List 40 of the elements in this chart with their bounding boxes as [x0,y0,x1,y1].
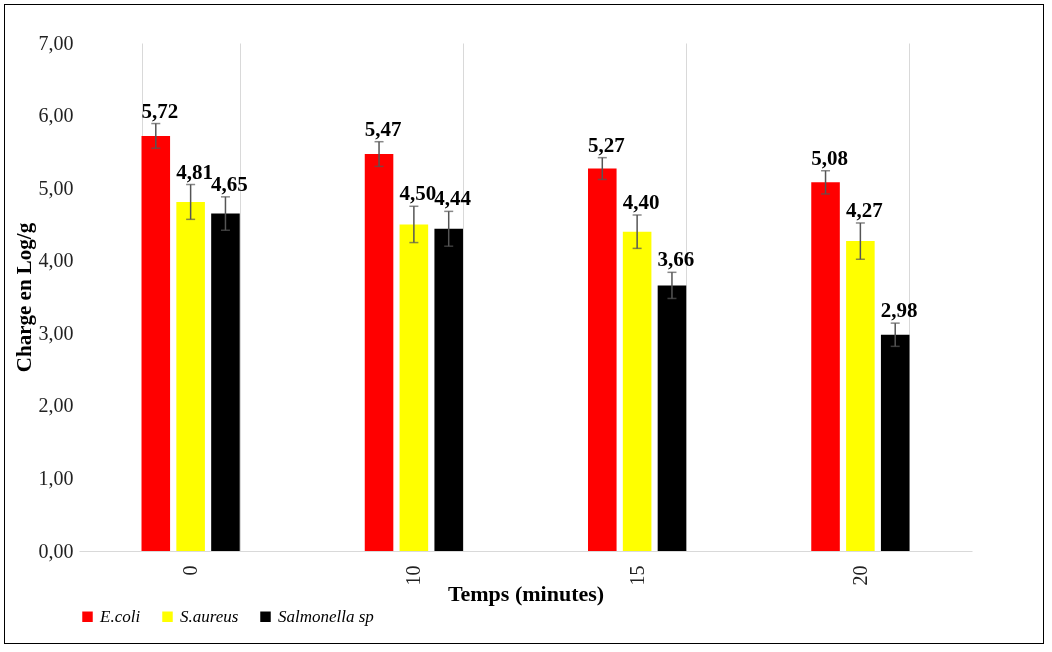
bar [141,135,171,551]
x-axis-title: Temps (minutes) [447,580,605,606]
bar [176,201,205,551]
bar [657,285,687,551]
bar [399,224,429,551]
y-tick-label: 3,00 [38,321,74,344]
legend-label: S.aureus [180,606,239,626]
y-tick-label: 0,00 [38,539,74,562]
y-tick-label: 5,00 [38,176,74,199]
x-tick-label: 20 [848,565,871,586]
bar [622,231,652,551]
x-tick-label: 15 [625,565,648,586]
data-label: 4,27 [846,197,883,222]
data-label: 5,27 [587,132,625,157]
bar [846,241,875,551]
legend-label: E.coli [99,606,141,626]
data-label: 4,65 [211,171,248,196]
data-label: 5,72 [141,98,179,123]
legend-label: Salmonella sp [278,606,374,626]
y-tick-label: 1,00 [38,466,74,489]
y-tick-label: 6,00 [38,104,74,127]
y-tick-label: 2,00 [38,394,74,417]
bar [211,213,240,551]
y-axis-title: Charge en Log/g [11,222,36,373]
data-label: 4,40 [622,189,660,214]
data-label: 4,81 [176,159,213,184]
data-label: 4,50 [399,181,437,206]
data-label: 2,98 [880,298,918,323]
x-tick-label: 0 [179,565,202,576]
y-tick-label: 7,00 [38,31,74,54]
bar [588,168,617,551]
bar [364,154,394,551]
bar [811,182,840,551]
y-tick-label: 4,00 [38,249,74,272]
bar [880,334,910,551]
data-label: 5,47 [364,116,402,141]
data-label: 5,08 [811,145,848,170]
bar [434,228,463,551]
data-label: 3,66 [657,247,695,272]
x-tick-label: 10 [402,565,425,586]
